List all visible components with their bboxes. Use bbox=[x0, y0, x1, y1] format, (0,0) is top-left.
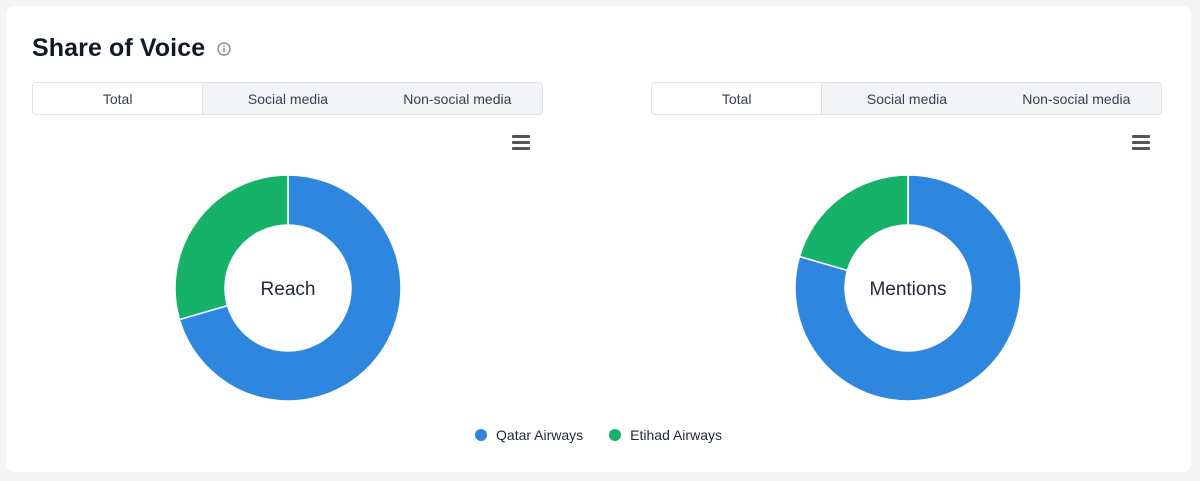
tab-non-social-media[interactable]: Non-social media bbox=[403, 90, 512, 107]
tab-total[interactable]: Total bbox=[33, 83, 204, 114]
reach-tabs: Total Social media Non-social media bbox=[32, 82, 543, 115]
legend-label: Etihad Airways bbox=[630, 427, 722, 443]
donut-slice-etihad-airways[interactable] bbox=[174, 174, 289, 321]
legend-marker bbox=[609, 429, 622, 441]
tab-social-media[interactable]: Social media bbox=[866, 90, 948, 107]
chart-menu-icon[interactable] bbox=[1132, 135, 1150, 150]
tab-social-media[interactable]: Social media bbox=[247, 90, 329, 107]
info-icon[interactable] bbox=[217, 41, 231, 56]
tab-non-social-media[interactable]: Non-social media bbox=[1022, 90, 1131, 107]
mentions-donut-chart: Mentions bbox=[794, 174, 1022, 402]
legend-item-qatar-airways[interactable]: Qatar Airways bbox=[475, 427, 583, 443]
donut-center-label: Reach bbox=[261, 279, 316, 300]
legend-marker bbox=[475, 429, 488, 441]
chart-menu-icon[interactable] bbox=[512, 135, 530, 150]
chart-legend: Qatar Airways Etihad Airways bbox=[6, 427, 1191, 443]
donut-center-label: Mentions bbox=[869, 279, 946, 300]
legend-label: Qatar Airways bbox=[496, 427, 584, 443]
mentions-tabs: Total Social media Non-social media bbox=[651, 82, 1162, 115]
tab-total[interactable]: Total bbox=[652, 83, 823, 114]
legend-item-etihad-airways[interactable]: Etihad Airways bbox=[609, 427, 722, 443]
page-title: Share of Voice bbox=[32, 34, 206, 62]
share-of-voice-card: Share of Voice Total Social media Non-so… bbox=[6, 6, 1191, 472]
donut-slice-qatar-airways[interactable] bbox=[794, 174, 1022, 402]
donut-slice-etihad-airways[interactable] bbox=[798, 174, 909, 272]
donut-slice-qatar-airways[interactable] bbox=[178, 174, 402, 402]
reach-donut-chart: Reach bbox=[174, 174, 402, 402]
title-row: Share of Voice bbox=[32, 34, 231, 63]
